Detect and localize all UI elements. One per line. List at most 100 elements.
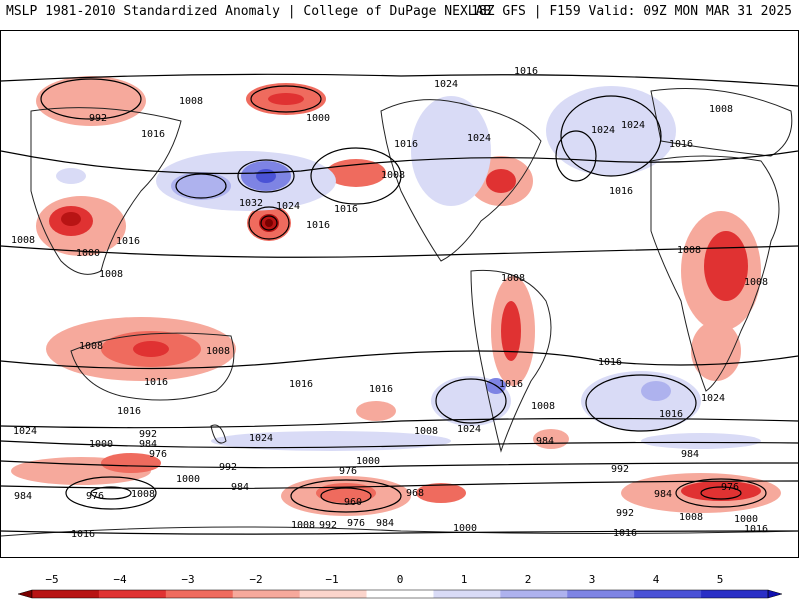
isobar-label: 1016 bbox=[141, 129, 165, 140]
isobar-label: 992 bbox=[219, 462, 237, 473]
colorbar-tick-label: 4 bbox=[653, 573, 660, 586]
isobar-label: 1032 bbox=[239, 198, 263, 209]
isobar-label: 1024 bbox=[621, 120, 645, 131]
isobar-label: 1008 bbox=[414, 426, 438, 437]
isobar-label: 1000 bbox=[356, 456, 380, 467]
isobar-label: 984 bbox=[681, 449, 699, 460]
isobar-label: 1000 bbox=[734, 514, 758, 525]
isobar-label: 1016 bbox=[609, 186, 633, 197]
colorbar-segment bbox=[232, 590, 301, 598]
colorbar-segment bbox=[433, 590, 501, 598]
colorbar-segment bbox=[366, 590, 434, 598]
colorbar-ticks: −5 −4 −3 −2 −1 0 1 2 3 4 5 bbox=[45, 573, 723, 586]
isobar-label: 1008 bbox=[501, 273, 525, 284]
isobar-label: 1000 bbox=[76, 248, 100, 259]
isobar-label: 1024 bbox=[467, 133, 491, 144]
isobar-label: 1016 bbox=[598, 357, 622, 368]
colorbar-segment bbox=[165, 590, 234, 598]
colorbar-tick-label: −2 bbox=[249, 573, 262, 586]
isobar-label: 976 bbox=[347, 518, 365, 529]
anomaly-map: 1016 1024 1008 992 1000 1016 1024 1024 1… bbox=[0, 30, 799, 558]
isobar-label: 1016 bbox=[369, 384, 393, 395]
colorbar-tick-label: −1 bbox=[325, 573, 338, 586]
isobar-label: 1008 bbox=[11, 235, 35, 246]
negative-anomaly-shading bbox=[11, 76, 781, 516]
colorbar-tick-label: 2 bbox=[525, 573, 532, 586]
isobar-label: 984 bbox=[14, 491, 32, 502]
colorbar-segment bbox=[701, 590, 769, 598]
isobar-label: 1008 bbox=[179, 96, 203, 107]
colorbar-segment bbox=[98, 590, 167, 598]
colorbar-tick-label: 3 bbox=[589, 573, 596, 586]
colorbar-segment bbox=[634, 590, 702, 598]
isobar-label: 960 bbox=[344, 497, 362, 508]
isobar-label: 968 bbox=[406, 488, 424, 499]
isobar-label: 1024 bbox=[249, 433, 273, 444]
isobar-label: 984 bbox=[654, 489, 672, 500]
isobar-label: 1024 bbox=[701, 393, 725, 404]
isobar-label: 1016 bbox=[613, 528, 637, 539]
isobar-label: 1016 bbox=[306, 220, 330, 231]
isobar-label: 1024 bbox=[591, 125, 615, 136]
isobar-label: 1008 bbox=[291, 520, 315, 531]
isobar-label: 1024 bbox=[276, 201, 300, 212]
isobar-label: 1016 bbox=[117, 406, 141, 417]
isobar-label: 1000 bbox=[306, 113, 330, 124]
colorbar-tick-label: 0 bbox=[397, 573, 404, 586]
isobar-label: 1008 bbox=[679, 512, 703, 523]
isobar-label: 976 bbox=[721, 482, 739, 493]
isobar-label: 1000 bbox=[89, 439, 113, 450]
isobar-label: 1024 bbox=[457, 424, 481, 435]
isobar-labels: 1016 1024 1008 992 1000 1016 1024 1024 1… bbox=[11, 66, 768, 540]
colorbar-segment bbox=[299, 590, 368, 598]
isobar-label: 992 bbox=[611, 464, 629, 475]
isobar-label: 1008 bbox=[206, 346, 230, 357]
isobar-label: 976 bbox=[86, 491, 104, 502]
isobar-label: 1008 bbox=[79, 341, 103, 352]
isobar-label: 992 bbox=[139, 429, 157, 440]
isobar-label: 1008 bbox=[677, 245, 701, 256]
isobar-label: 1016 bbox=[514, 66, 538, 77]
colorbar-high-extend bbox=[767, 589, 783, 599]
colorbar-low-extend bbox=[17, 589, 33, 599]
colorbar-segment bbox=[32, 590, 100, 598]
anomaly-colorbar: −5 −4 −3 −2 −1 0 1 2 3 4 5 bbox=[17, 573, 783, 599]
isobar-label: 1016 bbox=[669, 139, 693, 150]
isobar-label: 984 bbox=[231, 482, 249, 493]
isobar-label: 1000 bbox=[176, 474, 200, 485]
isobar-label: 1016 bbox=[334, 204, 358, 215]
isobar-label: 1016 bbox=[144, 377, 168, 388]
model-run-info: 18Z GFS | F159 Valid: 09Z MON MAR 31 202… bbox=[471, 4, 792, 19]
map-canvas: 1016 1024 1008 992 1000 1016 1024 1024 1… bbox=[1, 66, 798, 540]
colorbar-segment bbox=[567, 590, 635, 598]
isobar-label: 984 bbox=[376, 518, 394, 529]
isobar-label: 1008 bbox=[131, 489, 155, 500]
isobar-label: 984 bbox=[536, 436, 554, 447]
isobar-label: 992 bbox=[319, 520, 337, 531]
isobar-label: 1016 bbox=[659, 409, 683, 420]
colorbar-tick-label: −4 bbox=[113, 573, 127, 586]
isobar-label: 1008 bbox=[709, 104, 733, 115]
map-title: MSLP 1981-2010 Standardized Anomaly | Co… bbox=[6, 4, 492, 19]
colorbar-tick-label: 5 bbox=[717, 573, 724, 586]
isobar-label: 1008 bbox=[531, 401, 555, 412]
colorbar-tick-label: −5 bbox=[45, 573, 58, 586]
isobar-label: 1008 bbox=[381, 170, 405, 181]
isobar-label: 976 bbox=[339, 466, 357, 477]
isobar-label: 992 bbox=[89, 113, 107, 124]
isobar-label: 992 bbox=[616, 508, 634, 519]
isobar-label: 1016 bbox=[116, 236, 140, 247]
isobar-label: 1016 bbox=[499, 379, 523, 390]
isobar-label: 1008 bbox=[744, 277, 768, 288]
isobar-contours bbox=[1, 73, 798, 535]
isobar-label: 1016 bbox=[289, 379, 313, 390]
isobar-label: 1008 bbox=[99, 269, 123, 280]
coastlines bbox=[1, 88, 798, 537]
colorbar-tick-label: −3 bbox=[181, 573, 194, 586]
colorbar-segments bbox=[17, 589, 783, 599]
isobar-label: 1024 bbox=[434, 79, 458, 90]
isobar-label: 1000 bbox=[453, 523, 477, 534]
isobar-label: 1016 bbox=[71, 529, 95, 540]
isobar-label: 1016 bbox=[744, 524, 768, 535]
isobar-label: 984 bbox=[139, 439, 157, 450]
